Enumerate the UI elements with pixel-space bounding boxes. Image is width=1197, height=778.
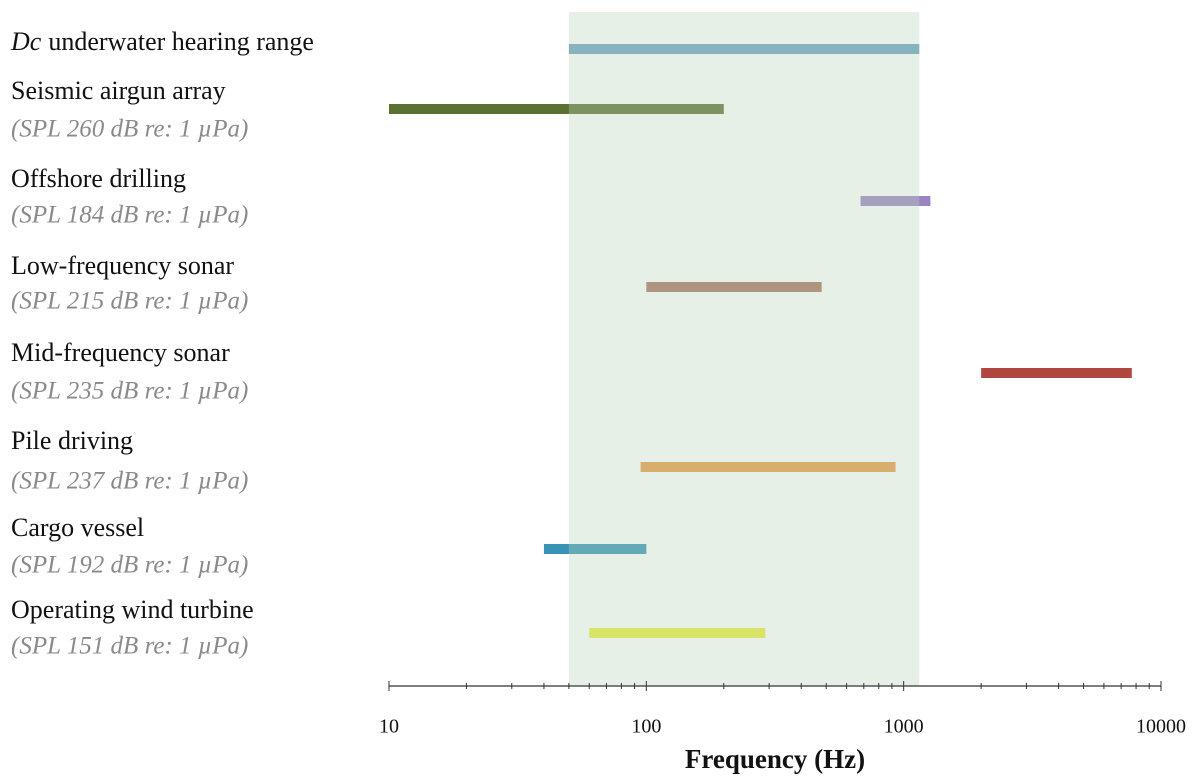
range-bar bbox=[981, 368, 1132, 378]
category-note: (SPL 184 dB re: 1 µPa) bbox=[11, 202, 248, 229]
x-tick-label: 100 bbox=[631, 716, 661, 738]
category-text: Operating wind turbine bbox=[11, 595, 254, 624]
category-text: Cargo vessel bbox=[11, 513, 144, 542]
category-label: Operating wind turbine bbox=[11, 595, 254, 624]
range-bar bbox=[860, 196, 931, 206]
category-label: Pile driving bbox=[11, 426, 133, 455]
category-label: Dc underwater hearing range bbox=[10, 27, 314, 56]
category-note: (SPL 192 dB re: 1 µPa) bbox=[11, 552, 248, 579]
x-tick-label: 10000 bbox=[1136, 716, 1186, 738]
range-bar bbox=[640, 462, 896, 472]
x-tick-label: 1000 bbox=[884, 716, 924, 738]
category-label: Low-frequency sonar bbox=[11, 251, 234, 280]
range-bar bbox=[646, 282, 822, 292]
category-label: Cargo vessel bbox=[11, 513, 144, 542]
category-text: Low-frequency sonar bbox=[11, 251, 234, 280]
bars bbox=[389, 44, 1132, 638]
range-bar bbox=[589, 628, 766, 638]
category-note: (SPL 235 dB re: 1 µPa) bbox=[11, 378, 248, 405]
range-bar bbox=[543, 544, 647, 554]
range-bar bbox=[389, 104, 724, 114]
category-text: Mid-frequency sonar bbox=[11, 338, 230, 367]
category-note: (SPL 237 dB re: 1 µPa) bbox=[11, 468, 248, 495]
x-axis-label: Frequency (Hz) bbox=[685, 744, 865, 774]
category-note: (SPL 151 dB re: 1 µPa) bbox=[11, 633, 248, 660]
category-label: Offshore drilling bbox=[11, 164, 186, 193]
category-text: Seismic airgun array bbox=[11, 76, 226, 105]
category-text: Pile driving bbox=[11, 426, 133, 455]
category-label: Mid-frequency sonar bbox=[11, 338, 230, 367]
category-text: underwater hearing range bbox=[48, 27, 314, 56]
range-bar bbox=[568, 44, 920, 54]
category-label: Seismic airgun array bbox=[11, 76, 226, 105]
category-note: (SPL 215 dB re: 1 µPa) bbox=[11, 288, 248, 315]
category-italic: Dc bbox=[10, 27, 42, 56]
hearing-range-shade bbox=[568, 12, 920, 686]
x-tick-label: 10 bbox=[379, 716, 399, 738]
category-note: (SPL 260 dB re: 1 µPa) bbox=[11, 116, 248, 143]
category-text: Offshore drilling bbox=[11, 164, 186, 193]
